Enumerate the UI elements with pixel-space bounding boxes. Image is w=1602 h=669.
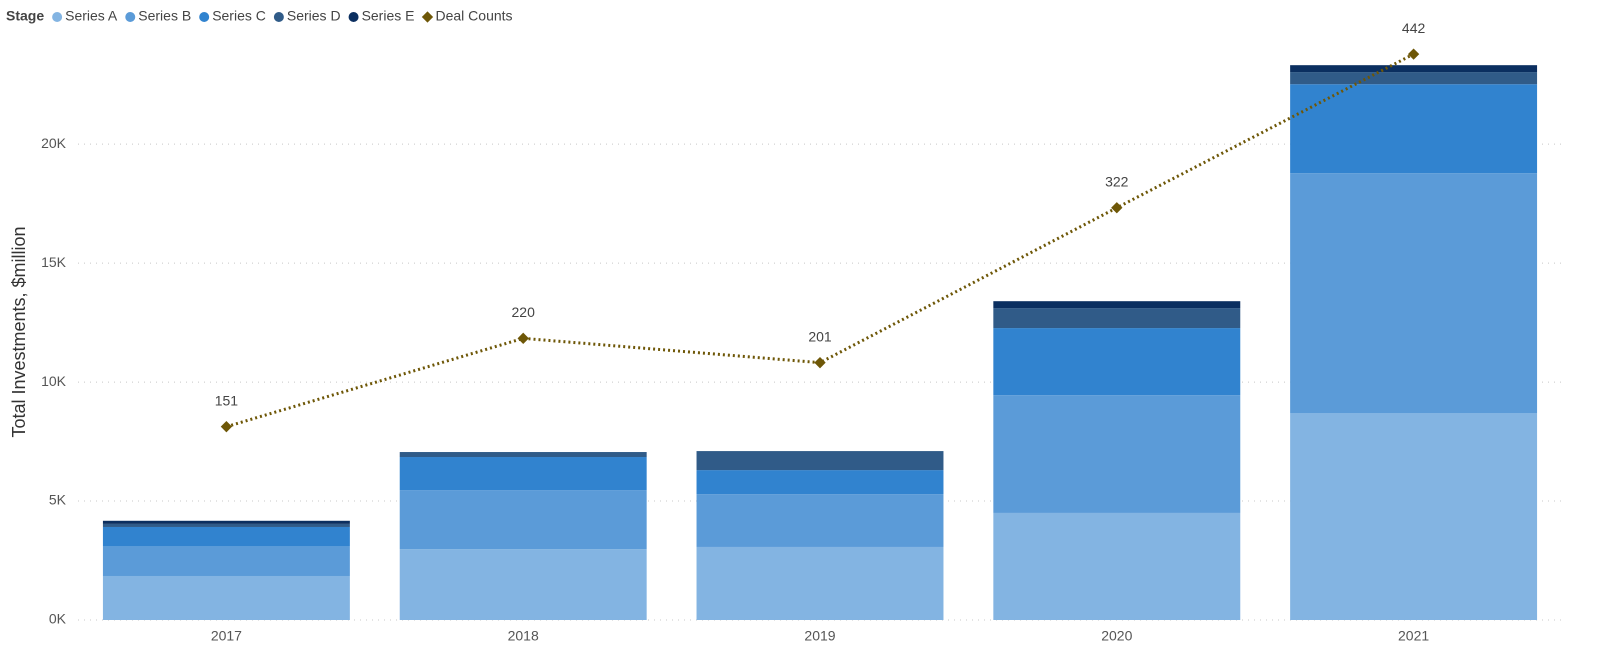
y-axis-label: Total Investments, $million	[9, 226, 29, 437]
bar-segment	[993, 308, 1241, 329]
bar-segment	[696, 470, 944, 495]
data-label: 220	[512, 304, 536, 320]
legend-label: Series A	[65, 8, 118, 24]
line-marker	[517, 332, 529, 344]
legend-title: Stage	[6, 8, 44, 24]
bar-segment	[399, 549, 647, 620]
legend-marker	[125, 12, 136, 22]
legend-marker	[52, 12, 63, 22]
legend-label: Series D	[287, 8, 341, 24]
x-tick-label: 2018	[508, 628, 539, 644]
bar-segment	[696, 451, 944, 471]
bar-segment	[1290, 84, 1538, 174]
y-tick-label: 5K	[49, 492, 67, 508]
x-tick-label: 2020	[1101, 628, 1132, 644]
line-marker	[220, 421, 233, 433]
bar-segment	[1290, 65, 1538, 73]
y-tick-label: 15K	[41, 254, 67, 270]
line-marker	[1111, 202, 1123, 214]
bar-segment	[102, 520, 350, 524]
data-label: 442	[1402, 20, 1426, 36]
y-tick-label: 20K	[41, 135, 67, 151]
bar-segment	[102, 575, 350, 620]
bar-segment	[696, 546, 944, 620]
bar-segment	[1290, 413, 1538, 620]
legend-label: Series E	[362, 8, 415, 24]
bar-segment	[399, 457, 647, 491]
y-tick-label: 0K	[49, 611, 67, 627]
bar-segment	[993, 395, 1241, 513]
y-tick-label: 10K	[41, 373, 67, 389]
data-label: 322	[1105, 173, 1129, 189]
bar-segment	[102, 523, 350, 527]
bar-segment	[1290, 72, 1538, 85]
legend-label: Deal Counts	[435, 8, 512, 24]
bar-segment	[102, 526, 350, 547]
legend-marker	[348, 12, 359, 22]
x-tick-label: 2021	[1398, 628, 1429, 644]
legend-label: Series C	[212, 8, 266, 24]
line-marker	[814, 357, 826, 369]
legend-marker	[273, 12, 284, 22]
line	[225, 52, 1415, 429]
bar-segment	[993, 301, 1241, 309]
legend-label: Series B	[138, 8, 191, 24]
data-label: 201	[808, 328, 832, 344]
line-marker	[1407, 48, 1420, 60]
bar-segment	[993, 512, 1241, 620]
bar-segment	[696, 494, 944, 547]
bar-segment	[102, 546, 350, 576]
x-tick-label: 2017	[211, 628, 242, 644]
bar-segment	[399, 452, 647, 458]
data-label: 151	[215, 392, 239, 408]
bar-segment	[399, 490, 647, 550]
bar-segment	[993, 328, 1241, 396]
legend-marker	[199, 12, 210, 22]
legend: Stage Series A Series B Series C Series D Se…	[6, 8, 513, 24]
legend-marker	[421, 11, 434, 23]
bar-segment	[1290, 173, 1538, 414]
x-tick-label: 2019	[804, 628, 835, 644]
